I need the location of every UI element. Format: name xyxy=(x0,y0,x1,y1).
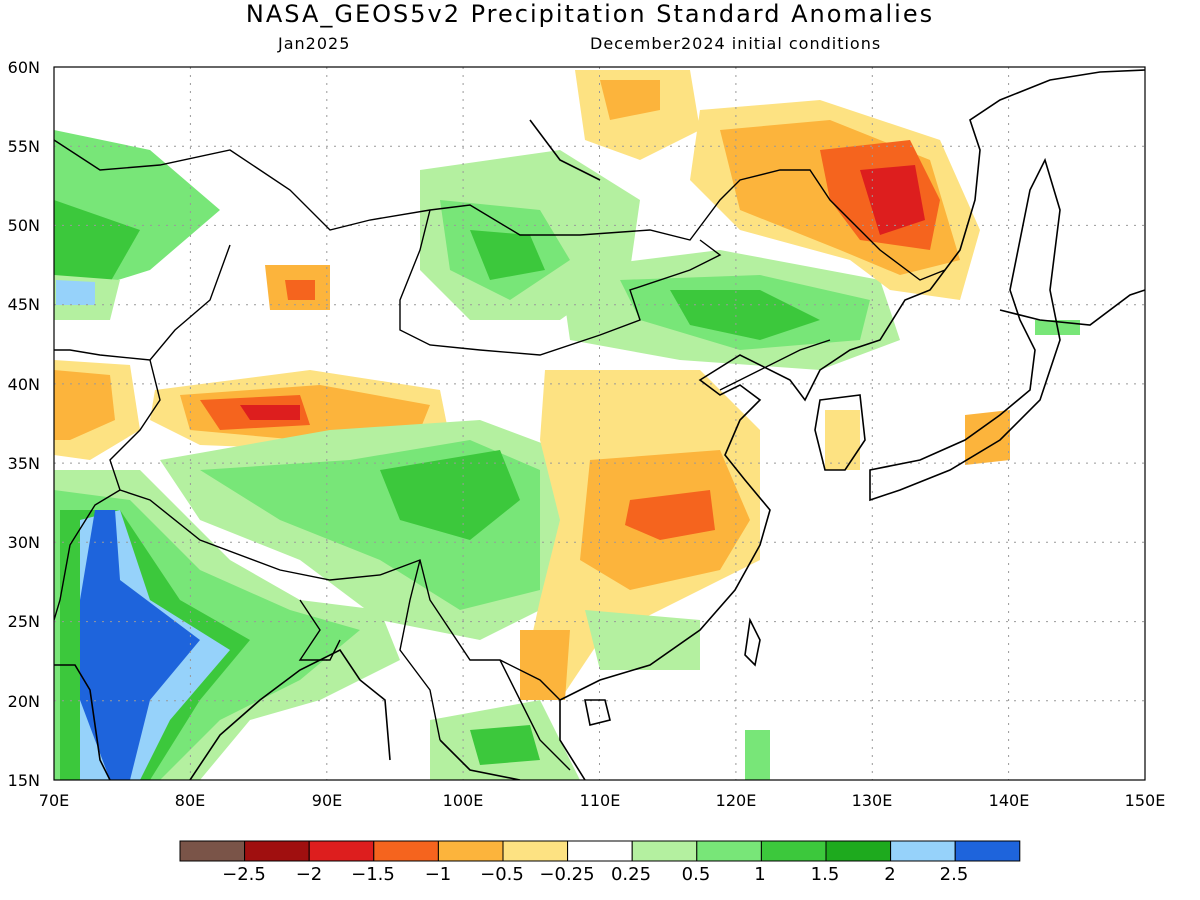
coastline xyxy=(744,617,761,667)
colorbar-label: −2 xyxy=(296,864,323,885)
lat-label: 35N xyxy=(8,454,40,473)
lat-label: 45N xyxy=(8,295,40,314)
anomaly-area xyxy=(470,230,545,280)
colorbar-swatch xyxy=(954,840,1021,862)
country-border xyxy=(54,489,121,621)
coastline xyxy=(584,699,611,726)
colorbar-label: −0.5 xyxy=(480,864,524,885)
colorbar-labels: −2.5 −2 −1.5 −1 −0.5 −0.25 0.25 0.5 1 1.… xyxy=(222,864,968,885)
lon-label: 150E xyxy=(1125,791,1166,810)
initial-conditions-label: December2024 initial conditions xyxy=(590,34,882,53)
colorbar-swatch xyxy=(502,840,569,862)
colorbar-swatch xyxy=(437,840,504,862)
anomaly-area xyxy=(825,410,860,470)
anomaly-area xyxy=(965,410,1010,465)
forecast-month: Jan2025 xyxy=(278,34,351,53)
lat-label: 25N xyxy=(8,612,40,631)
lat-label: 40N xyxy=(8,375,40,394)
colorbar-swatch xyxy=(308,840,375,862)
colorbar-swatch xyxy=(373,840,439,862)
anomaly-area xyxy=(80,510,200,780)
anomaly-area xyxy=(745,730,770,780)
anomaly-area xyxy=(670,290,820,340)
anomaly-area xyxy=(585,610,700,670)
coastline xyxy=(559,700,586,780)
lon-label: 70E xyxy=(39,791,69,810)
colorbar-label: 2.5 xyxy=(940,864,969,885)
lon-label: 110E xyxy=(580,791,621,810)
lat-label: 60N xyxy=(8,58,40,77)
colorbar-label: −0.25 xyxy=(539,864,594,885)
colorbar-label: 1.5 xyxy=(811,864,840,885)
coastline xyxy=(439,739,521,780)
colorbar-label: −1 xyxy=(425,864,452,885)
anomaly-area xyxy=(860,165,925,235)
colorbar-swatch xyxy=(696,840,762,862)
country-border xyxy=(499,659,571,771)
colorbar-label: 0.25 xyxy=(611,864,651,885)
country-border xyxy=(109,359,561,701)
colorbar-swatch xyxy=(825,840,892,862)
country-border xyxy=(719,339,831,391)
country-border xyxy=(298,599,341,661)
colorbar-label: −1.5 xyxy=(351,864,395,885)
lat-label: 50N xyxy=(8,216,40,235)
anomaly-area xyxy=(380,450,520,540)
country-border xyxy=(399,209,722,356)
anomaly-area xyxy=(625,490,715,540)
lon-label: 80E xyxy=(175,791,205,810)
lon-label: 140E xyxy=(989,791,1030,810)
lon-label: 100E xyxy=(443,791,484,810)
colorbar-swatch xyxy=(179,840,246,862)
anomaly-area xyxy=(520,630,570,700)
coastline xyxy=(54,664,111,780)
colorbar-swatch xyxy=(567,840,633,862)
country-border xyxy=(399,559,441,741)
anomaly-area xyxy=(56,280,95,305)
lat-label: 30N xyxy=(8,533,40,552)
lat-label: 20N xyxy=(8,692,40,711)
colorbar-label: 0.5 xyxy=(682,864,711,885)
coastline xyxy=(869,157,1061,502)
map-frame xyxy=(53,66,1146,781)
colorbar-swatch xyxy=(760,840,827,862)
colorbar-label: 2 xyxy=(884,864,895,885)
coastline xyxy=(814,394,866,471)
anomaly-area xyxy=(285,280,315,300)
borders xyxy=(54,139,946,771)
lon-label: 130E xyxy=(852,791,893,810)
country-border xyxy=(54,139,946,281)
lat-label: 55N xyxy=(8,137,40,156)
colorbar-label: 1 xyxy=(754,864,765,885)
anomaly-field xyxy=(54,70,1080,780)
lon-label: 120E xyxy=(716,791,757,810)
anomaly-area xyxy=(54,370,115,440)
chart-title: NASA_GEOS5v2 Precipitation Standard Anom… xyxy=(245,0,935,28)
colorbar-swatch xyxy=(890,840,956,862)
colorbar xyxy=(179,840,1021,862)
latitude-labels: 60N 55N 50N 45N 40N 35N 30N 25N 20N 15N xyxy=(8,58,40,790)
lon-label: 90E xyxy=(312,791,342,810)
anomaly-area xyxy=(600,80,660,120)
coastline xyxy=(999,289,1145,326)
anomaly-area xyxy=(240,405,300,420)
longitude-labels: 70E 80E 90E 100E 110E 120E 130E 140E 150… xyxy=(39,791,1166,810)
colorbar-swatch xyxy=(631,840,698,862)
colorbar-label: −2.5 xyxy=(222,864,266,885)
anomaly-area xyxy=(470,725,540,765)
coastline xyxy=(529,119,601,181)
colorbar-swatch xyxy=(244,840,310,862)
lat-label: 15N xyxy=(8,771,40,790)
